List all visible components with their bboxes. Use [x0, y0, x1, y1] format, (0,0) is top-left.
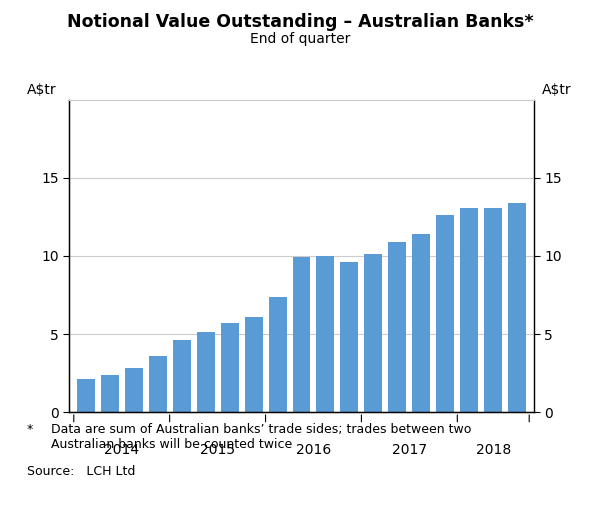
- Bar: [221, 323, 239, 412]
- Text: End of quarter: End of quarter: [250, 32, 350, 46]
- Bar: [436, 215, 454, 412]
- Bar: [340, 262, 358, 412]
- Text: Data are sum of Australian banks’ trade sides; trades between two
Australian ban: Data are sum of Australian banks’ trade …: [51, 423, 472, 450]
- Text: *: *: [27, 423, 33, 436]
- Text: 2015: 2015: [200, 443, 235, 457]
- Text: 2016: 2016: [296, 443, 331, 457]
- Bar: [508, 203, 526, 412]
- Text: A$tr: A$tr: [542, 82, 571, 97]
- Bar: [125, 369, 143, 412]
- Text: 2014: 2014: [104, 443, 139, 457]
- Bar: [412, 234, 430, 412]
- Text: 2018: 2018: [476, 443, 511, 457]
- Bar: [149, 356, 167, 412]
- Bar: [197, 332, 215, 412]
- Bar: [484, 207, 502, 412]
- Bar: [388, 242, 406, 412]
- Text: 2017: 2017: [392, 443, 427, 457]
- Text: A$tr: A$tr: [27, 82, 57, 97]
- Bar: [293, 257, 310, 412]
- Bar: [77, 380, 95, 412]
- Bar: [316, 256, 334, 412]
- Bar: [364, 255, 382, 412]
- Bar: [173, 340, 191, 412]
- Bar: [101, 375, 119, 412]
- Bar: [460, 207, 478, 412]
- Text: Notional Value Outstanding – Australian Banks*: Notional Value Outstanding – Australian …: [67, 13, 533, 31]
- Bar: [245, 317, 263, 412]
- Text: Source:   LCH Ltd: Source: LCH Ltd: [27, 465, 136, 478]
- Bar: [269, 297, 287, 412]
